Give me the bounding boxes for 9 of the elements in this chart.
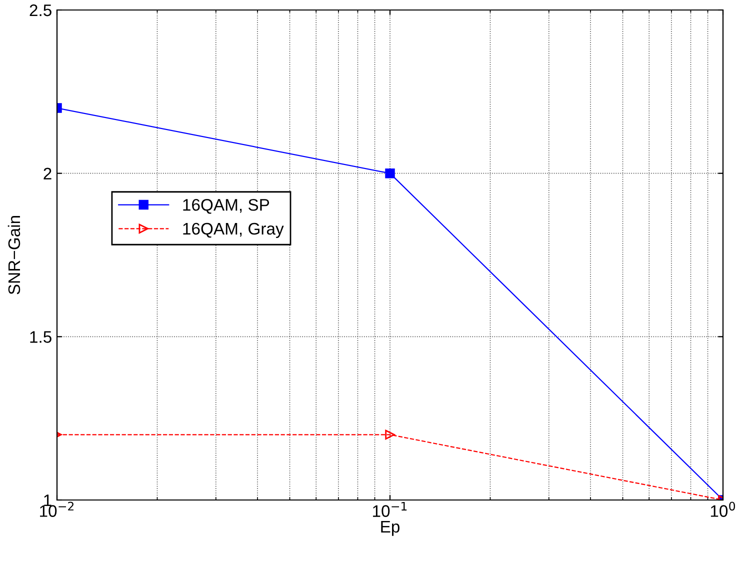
y-tick-label: 1.5 [30, 331, 52, 343]
x-axis-title: Ep [381, 521, 400, 536]
y-tick-label: 2.5 [30, 4, 52, 16]
x-tick-label: 10$^{−1}$ [373, 502, 407, 517]
legend-label: 16QAM, SP [183, 198, 270, 214]
x-tick-label: 10$^{0}$ [710, 502, 736, 517]
legend-label: 16QAM, Gray [183, 222, 284, 238]
y-axis-title: SNR−Gain [8, 216, 20, 294]
y-tick-label: 2 [44, 168, 52, 180]
